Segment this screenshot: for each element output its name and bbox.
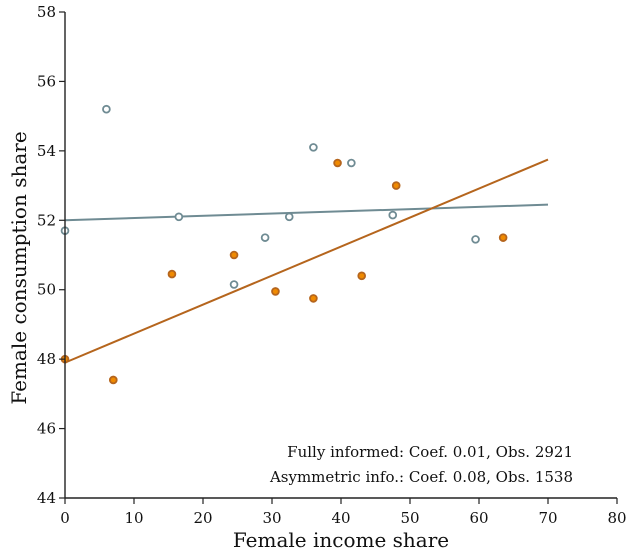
x-tick-label: 70	[538, 509, 557, 527]
x-axis-title: Female income share	[233, 528, 449, 549]
point-fully-informed	[260, 233, 270, 242]
fit-line-fully-informed	[64, 203, 549, 222]
x-tick-label: 40	[331, 509, 350, 527]
point-fully-informed	[102, 104, 111, 114]
point-asymmetric-info	[109, 375, 118, 385]
x-tick-label: 60	[469, 509, 488, 527]
y-tick-label: 46	[37, 420, 56, 438]
x-tick-label: 30	[262, 509, 281, 527]
point-fully-informed	[309, 143, 318, 152]
point-fully-informed	[229, 280, 239, 289]
x-tick-label: 50	[400, 509, 419, 527]
point-asymmetric-info	[167, 269, 177, 279]
point-fully-informed	[174, 212, 184, 222]
point-asymmetric-info	[229, 250, 239, 260]
fit-line-asymmetric-info	[64, 158, 549, 364]
y-tick-label: 44	[37, 489, 56, 507]
point-asymmetric-info	[309, 294, 318, 303]
y-tick-label: 50	[37, 281, 56, 299]
fit-lines	[64, 158, 549, 364]
annotation-fully-informed: Fully informed: Coef. 0.01, Obs. 2921	[287, 443, 573, 461]
point-asymmetric-info	[333, 158, 342, 168]
x-tick-label: 20	[193, 509, 212, 527]
y-axis-ticks: 44 46 48 50 52 54 56 58	[37, 3, 65, 507]
point-asymmetric-info	[391, 181, 401, 190]
point-asymmetric-info	[357, 271, 367, 281]
axes	[64, 12, 617, 499]
point-fully-informed	[284, 212, 294, 222]
point-fully-informed	[471, 235, 480, 244]
annotation-asymmetric-info: Asymmetric info.: Coef. 0.08, Obs. 1538	[269, 468, 573, 486]
y-axis-title: Female consumption share	[7, 131, 31, 404]
x-tick-label: 80	[607, 509, 626, 527]
y-tick-label: 52	[37, 211, 56, 229]
y-tick-label: 54	[37, 142, 56, 160]
point-asymmetric-info	[271, 287, 280, 296]
y-tick-label: 58	[37, 3, 56, 21]
x-tick-label: 10	[124, 509, 143, 527]
y-tick-label: 48	[37, 350, 56, 368]
point-fully-informed	[347, 158, 356, 168]
point-asymmetric-info	[498, 233, 508, 242]
x-tick-label: 0	[60, 509, 70, 527]
y-tick-label: 56	[37, 72, 56, 90]
x-axis-ticks: 0 10 20 30 40 50 60 70 80	[60, 498, 627, 527]
point-fully-informed	[388, 210, 398, 220]
data-points	[60, 104, 508, 385]
